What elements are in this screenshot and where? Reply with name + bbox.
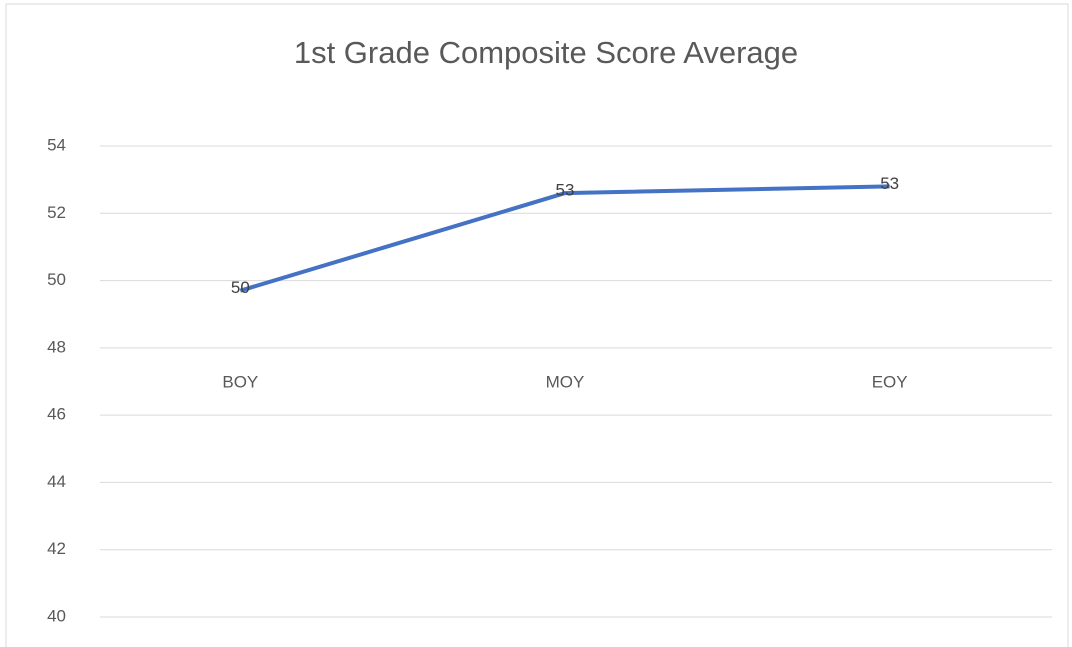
data-label: 53 [556,181,575,200]
y-tick-label: 46 [47,405,66,424]
chart-title: 1st Grade Composite Score Average [294,35,798,70]
y-tick-label: 54 [47,135,66,154]
data-label: 50 [231,278,250,297]
y-tick-label: 40 [47,606,66,625]
line-series [239,184,890,293]
x-tick-label: EOY [872,372,908,391]
data-label: 53 [880,174,899,193]
x-tick-label: MOY [546,372,585,391]
x-tick-label: BOY [222,372,258,391]
y-tick-label: 42 [47,539,66,558]
y-tick-label: 52 [47,203,66,222]
y-tick-label: 50 [47,270,66,289]
chart-frame [5,3,1069,647]
y-tick-label: 44 [47,472,66,491]
y-tick-label: 48 [47,337,66,356]
